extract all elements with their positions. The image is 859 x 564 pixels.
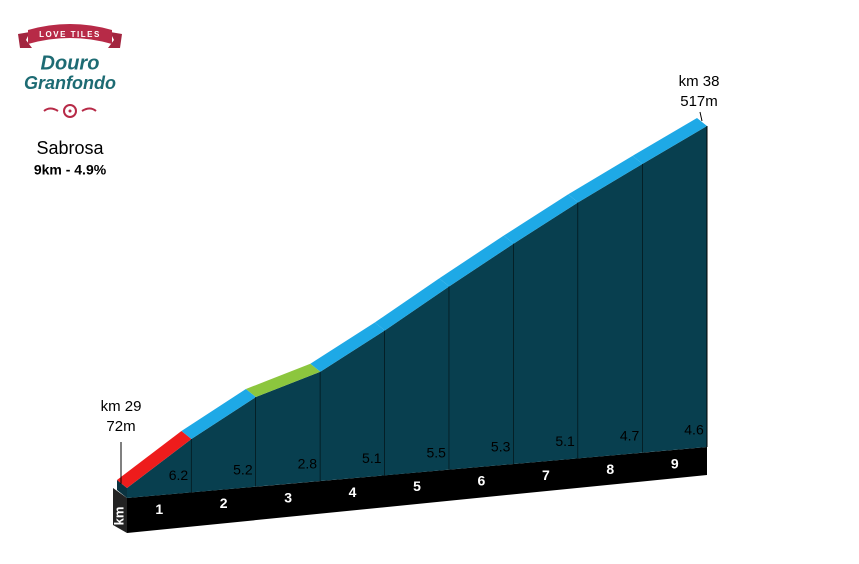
logo-icon [68,109,72,113]
ribbon-end [18,32,32,48]
gradient-label: 6.2 [169,467,189,483]
segment-top [632,118,707,164]
gradient-label: 5.1 [362,450,382,466]
km-label: 6 [478,473,486,489]
end-km: km 38 [679,73,720,90]
gradient-label: 2.8 [298,456,318,472]
logo-icon [63,104,77,118]
gradient-label: 5.5 [426,444,446,460]
gradient-label: 5.2 [233,461,253,477]
segment-top [374,278,450,331]
logo-line1: Douro [41,52,100,74]
end-pointer [699,111,703,122]
segment-face [127,439,192,498]
segment-top [503,194,579,244]
km-label: 1 [155,501,163,517]
segment-face [578,163,643,459]
segment-top [439,235,514,287]
start-elevation: 72m [106,418,135,435]
km-label: 2 [220,495,228,511]
logo-ribbon: LOVE TILES [39,30,101,39]
segment-top [245,363,321,397]
km-band [127,447,707,533]
segment-face [449,243,514,470]
km-label: 8 [606,461,614,477]
segment-top [181,388,256,440]
start-km: km 29 [101,398,142,415]
logo-line2: Granfondo [24,73,116,93]
segment-top [568,155,643,203]
ribbon [28,24,112,44]
gradient-label: 5.3 [491,439,511,455]
ribbon-end [108,32,122,48]
segment-face [384,286,450,476]
segment-face [320,330,385,481]
climb-title: Sabrosa [36,138,104,158]
segment-face [255,371,321,487]
segment-top [310,322,385,372]
km-label: 5 [413,478,421,494]
km-label: 4 [349,484,357,500]
climb-subtitle: 9km - 4.9% [34,162,107,178]
x-axis-label: km [111,507,126,526]
segment-face [513,202,579,464]
profile-side [117,480,127,498]
end-elevation: 517m [680,93,718,110]
gradient-label: 5.1 [555,433,575,449]
gradient-label: 4.7 [620,427,640,443]
gradient-label: 4.6 [684,422,704,438]
segment-face [191,396,256,493]
km-label: 7 [542,467,550,483]
km-band-side [113,488,127,533]
segment-face [642,126,707,453]
logo: LOVE TILES Douro Granfondo [18,24,122,118]
km-label: 3 [284,490,292,506]
segment-top [117,431,192,488]
logo-leaves [43,107,97,112]
km-label: 9 [671,456,679,472]
